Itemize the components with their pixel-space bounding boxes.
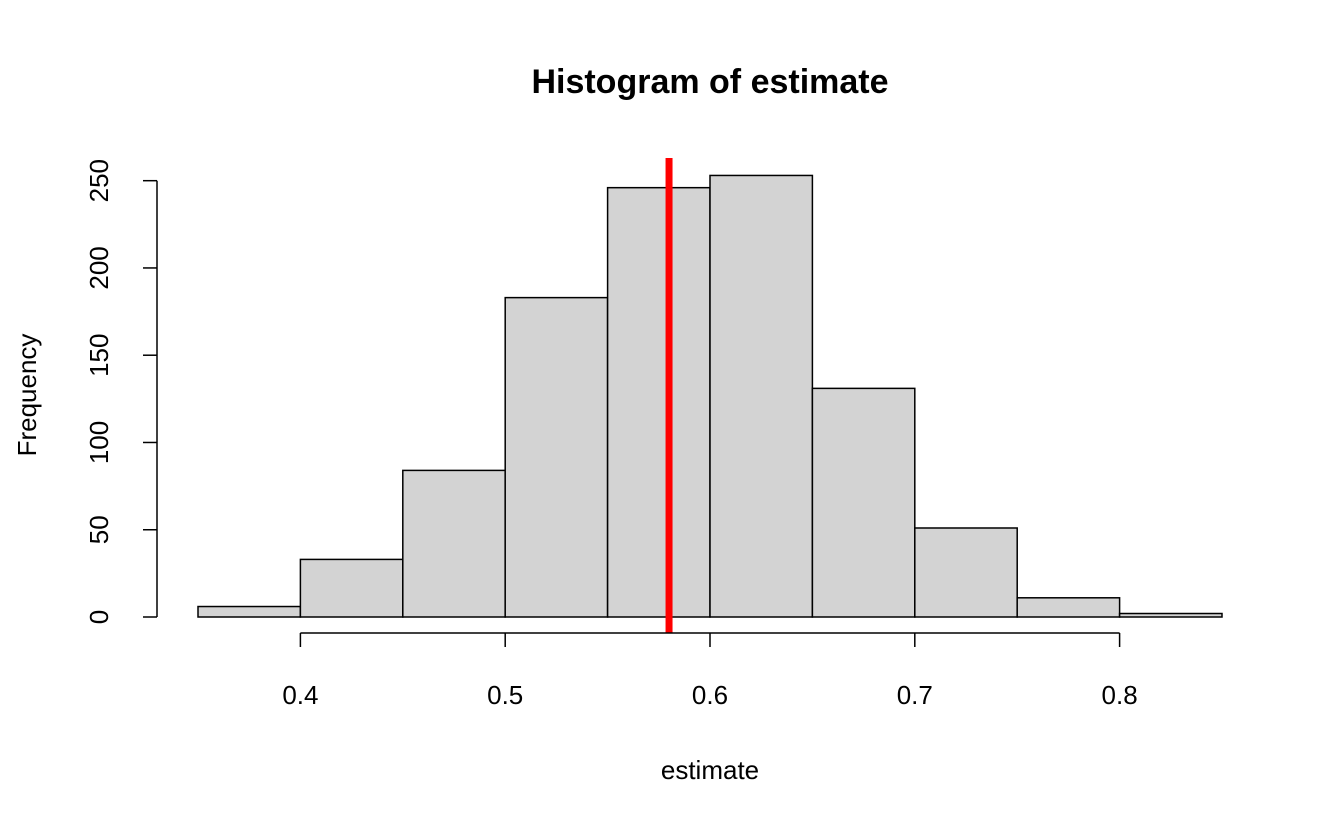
y-axis-label: Frequency	[12, 334, 42, 457]
histogram-bar-5	[709, 174, 814, 618]
y-tick-label-4: 200	[84, 246, 114, 289]
histogram-bar-0	[197, 605, 302, 618]
y-tick-label-1: 50	[84, 515, 114, 544]
y-tick-label-5: 250	[84, 159, 114, 202]
x-tick-label-3: 0.7	[897, 680, 933, 710]
x-tick-label-4: 0.8	[1102, 680, 1138, 710]
histogram-bar-7	[914, 527, 1018, 618]
chart-title: Histogram of estimate	[531, 63, 888, 101]
histogram-bars	[197, 174, 1223, 618]
x-axis-label: estimate	[661, 755, 759, 785]
y-tick-label-3: 150	[84, 334, 114, 377]
histogram-bar-4	[606, 186, 711, 618]
histogram-bar-8	[1016, 597, 1121, 618]
histogram-bar-6	[811, 387, 916, 618]
y-tick-label-2: 100	[84, 421, 114, 464]
x-tick-label-0: 0.4	[282, 680, 318, 710]
x-tick-label-1: 0.5	[487, 680, 523, 710]
histogram-bar-2	[402, 469, 506, 618]
histogram-bar-1	[299, 558, 404, 618]
histogram-bar-9	[1118, 612, 1223, 618]
y-axis: 0 50 100 150 200 250	[84, 159, 158, 624]
histogram-bar-3	[504, 296, 609, 618]
x-tick-label-2: 0.6	[692, 680, 728, 710]
x-axis: 0.4 0.5 0.6 0.7 0.8	[282, 632, 1138, 710]
y-tick-label-0: 0	[84, 610, 114, 624]
